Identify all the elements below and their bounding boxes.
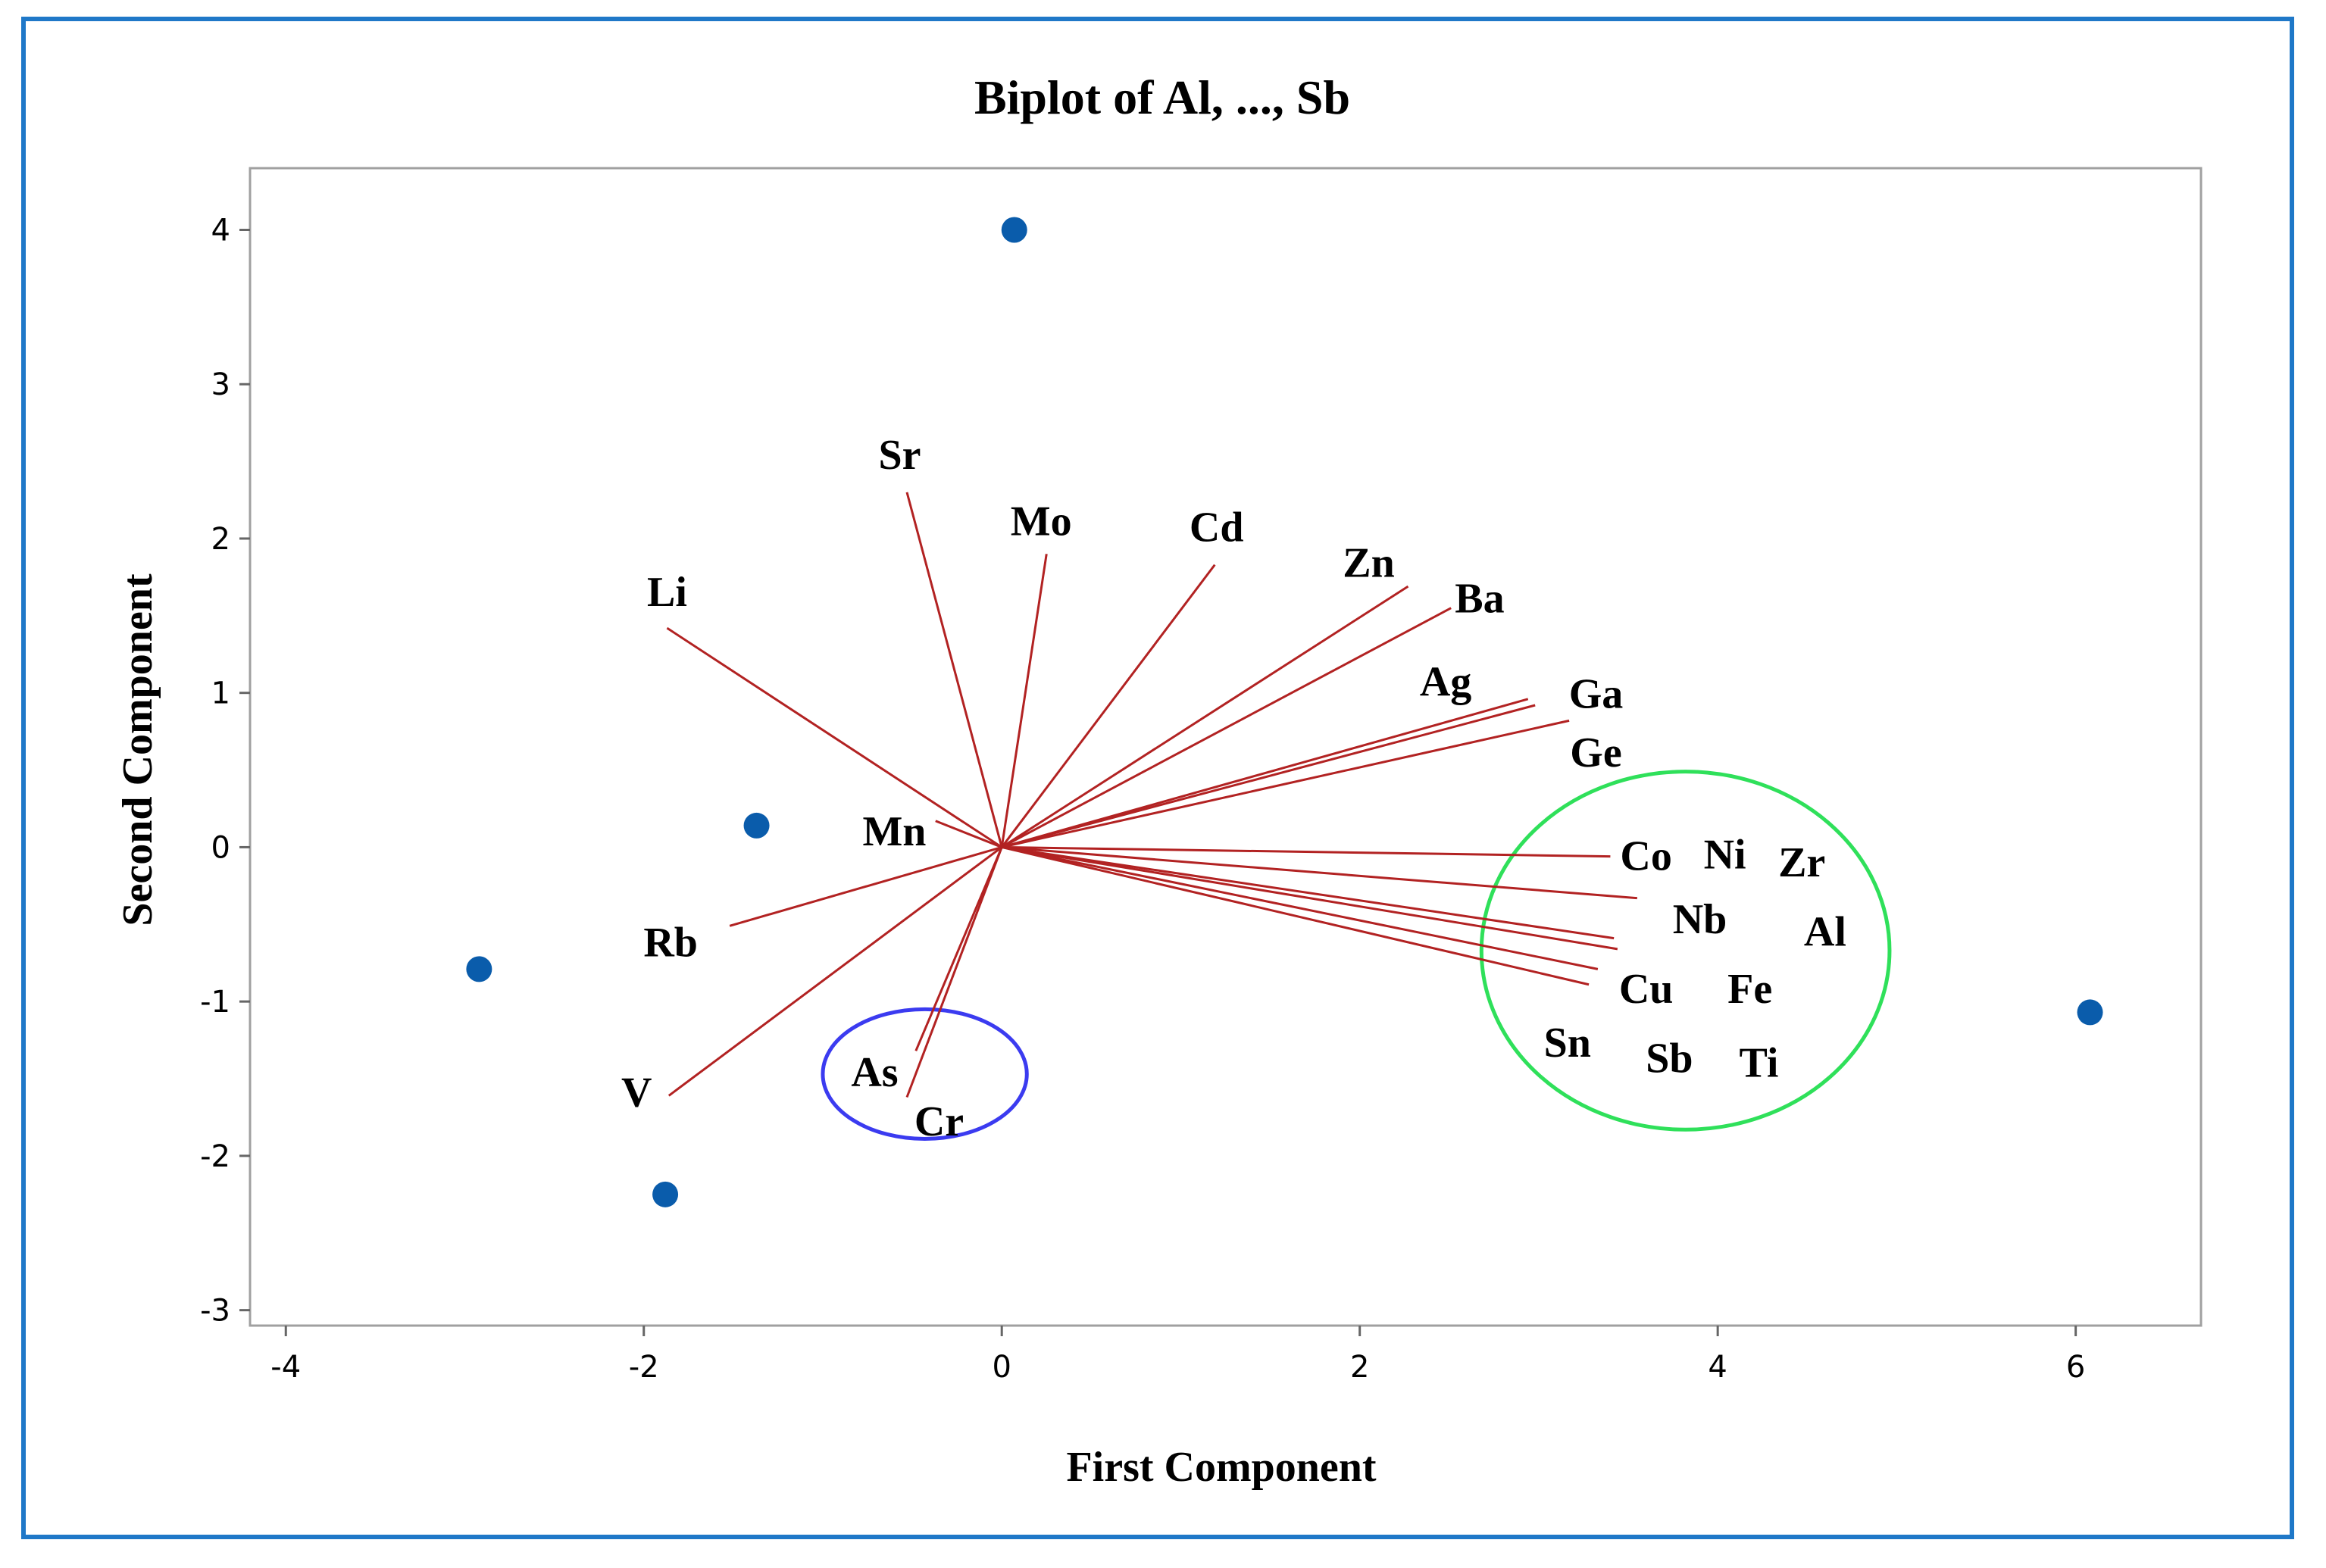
vector-label-zn: Zn — [1343, 540, 1395, 587]
vector-zn — [1001, 585, 1409, 848]
vector-label-cr: Cr — [914, 1098, 964, 1145]
chart-title: Biplot of Al, ..., Sb — [974, 70, 1350, 124]
cluster-ellipses — [821, 770, 1892, 1141]
score-points — [466, 217, 2103, 1207]
y-tick-label: 2 — [211, 522, 230, 557]
vector-sr — [905, 492, 1003, 848]
y-tick-label: -1 — [200, 985, 230, 1020]
vector-co — [1002, 845, 1611, 858]
vector-label-zr: Zr — [1778, 839, 1825, 886]
vector-label-co: Co — [1620, 833, 1671, 880]
figure-frame — [21, 17, 2294, 1539]
vector-label-fe: Fe — [1727, 966, 1772, 1013]
score-point — [1001, 217, 1027, 243]
vector-label-nb: Nb — [1673, 896, 1727, 943]
x-tick-label: 2 — [1350, 1350, 1369, 1385]
vector-mo — [1000, 554, 1048, 848]
vector-label-sn: Sn — [1544, 1020, 1591, 1067]
score-point — [652, 1181, 679, 1207]
y-tick-label: 3 — [211, 367, 230, 402]
plot-area — [249, 167, 2203, 1327]
vector-label-ga: Ga — [1569, 671, 1624, 718]
y-tick-label: 4 — [211, 213, 230, 248]
y-tick-label: -3 — [200, 1294, 230, 1329]
vector-ba — [1001, 607, 1452, 848]
x-axis-title: First Component — [1066, 1444, 1376, 1491]
y-tick-label: 1 — [211, 676, 230, 711]
y-tick-label: -2 — [200, 1139, 230, 1174]
vector-label-ba: Ba — [1455, 575, 1504, 622]
green-cluster-ellipse — [1479, 770, 1892, 1132]
vector-nb — [1002, 845, 1637, 900]
vector-cr — [905, 846, 1003, 1098]
axis-ticks: -4 -2 0 2 4 6 -3 -2 -1 0 1 2 3 4 — [200, 213, 2085, 1385]
vector-ag — [1001, 698, 1529, 848]
vector-mn — [935, 820, 1002, 848]
blue-cluster-ellipse — [821, 1007, 1029, 1141]
vector-ge — [1001, 719, 1570, 848]
vector-label-mo: Mo — [1011, 498, 1072, 545]
vector-as — [914, 846, 1003, 1051]
score-point — [2077, 999, 2103, 1026]
vector-label-ge: Ge — [1570, 729, 1621, 776]
vector-rb — [729, 845, 1002, 927]
vector-label-ag: Ag — [1420, 658, 1471, 705]
vector-label-ti: Ti — [1740, 1040, 1779, 1087]
score-point — [743, 812, 770, 839]
vector-label-li: Li — [647, 569, 687, 616]
vector-v — [667, 846, 1003, 1097]
vector-label-cu: Cu — [1619, 966, 1674, 1013]
vector-label-v: V — [621, 1069, 652, 1116]
vector-label-cd: Cd — [1190, 504, 1244, 551]
vector-cd — [1001, 564, 1216, 848]
vector-label-mn: Mn — [862, 808, 926, 855]
y-tick-label: 0 — [211, 830, 230, 865]
x-tick-label: -2 — [629, 1350, 659, 1385]
vector-label-sr: Sr — [879, 432, 921, 479]
x-tick-label: -4 — [270, 1350, 301, 1385]
vector-label-ni: Ni — [1704, 832, 1746, 879]
x-tick-label: 4 — [1708, 1350, 1727, 1385]
vector-li — [666, 626, 1003, 848]
x-tick-label: 0 — [992, 1350, 1011, 1385]
vector-label-rb: Rb — [643, 920, 698, 967]
vector-label-as: As — [851, 1049, 898, 1096]
vector-sn — [1001, 845, 1599, 970]
vector-label-sb: Sb — [1646, 1035, 1693, 1082]
vector-ga — [1001, 704, 1536, 848]
y-axis-title: Second Component — [114, 573, 161, 926]
vector-cu — [1001, 845, 1615, 940]
vector-fe — [1001, 845, 1618, 951]
vector-label-al: Al — [1804, 908, 1846, 955]
x-tick-label: 6 — [2066, 1350, 2085, 1385]
vector-sb — [1001, 845, 1590, 986]
score-point — [466, 956, 492, 982]
loading-vectors — [666, 492, 1637, 1098]
